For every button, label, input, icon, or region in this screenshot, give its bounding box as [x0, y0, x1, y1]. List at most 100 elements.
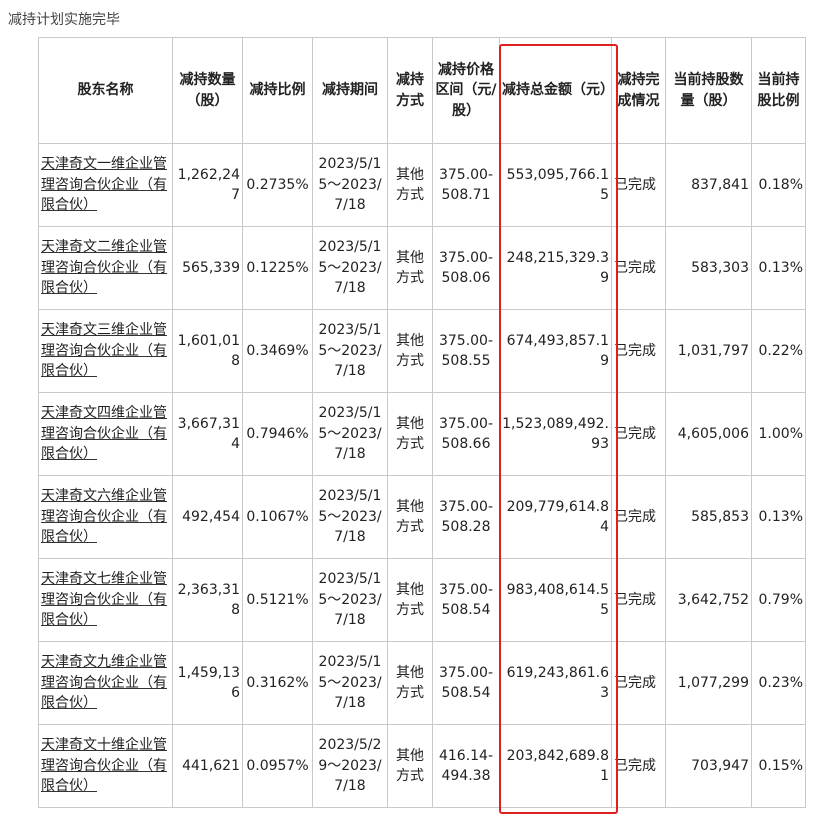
current-qty-cell: 1,031,797	[665, 309, 752, 393]
amount-cell: 248,215,329.39	[499, 226, 612, 310]
holder-name-cell[interactable]: 天津奇文三维企业管理咨询合伙企业（有限合伙）	[38, 309, 173, 393]
current-qty-cell: 837,841	[665, 143, 752, 227]
table-row: 天津奇文六维企业管理咨询合伙企业（有限合伙） 492,454 0.1067% 2…	[38, 475, 806, 559]
status-cell: 已完成	[611, 309, 666, 393]
header-holder: 股东名称	[38, 37, 173, 144]
header-period: 减持期间	[312, 37, 388, 144]
method-cell: 其他方式	[387, 143, 433, 227]
ratio-cell: 0.2735%	[242, 143, 313, 227]
price-cell: 375.00-508.66	[432, 392, 500, 476]
method-cell: 其他方式	[387, 724, 433, 808]
price-cell: 416.14-494.38	[432, 724, 500, 808]
status-cell: 已完成	[611, 143, 666, 227]
header-row: 股东名称 减持数量（股） 减持比例 减持期间 减持方式 减持价格区间（元/股） …	[38, 37, 806, 144]
period-cell: 2023/5/15～2023/7/18	[312, 309, 388, 393]
current-qty-cell: 703,947	[665, 724, 752, 808]
ratio-cell: 0.3162%	[242, 641, 313, 725]
qty-cell: 492,454	[172, 475, 243, 559]
price-cell: 375.00-508.71	[432, 143, 500, 227]
holder-name-cell[interactable]: 天津奇文七维企业管理咨询合伙企业（有限合伙）	[38, 558, 173, 642]
current-ratio-cell: 0.13%	[751, 226, 806, 310]
method-cell: 其他方式	[387, 309, 433, 393]
header-method: 减持方式	[387, 37, 433, 144]
holder-name-link[interactable]: 天津奇文九维企业管理咨询合伙企业（有限合伙）	[41, 654, 167, 712]
ratio-cell: 0.1225%	[242, 226, 313, 310]
reduction-table: 股东名称 减持数量（股） 减持比例 减持期间 减持方式 减持价格区间（元/股） …	[38, 37, 806, 808]
current-ratio-cell: 1.00%	[751, 392, 806, 476]
current-ratio-cell: 0.13%	[751, 475, 806, 559]
current-ratio-cell: 0.15%	[751, 724, 806, 808]
price-cell: 375.00-508.06	[432, 226, 500, 310]
holder-name-cell[interactable]: 天津奇文六维企业管理咨询合伙企业（有限合伙）	[38, 475, 173, 559]
status-cell: 已完成	[611, 392, 666, 476]
current-qty-cell: 583,303	[665, 226, 752, 310]
qty-cell: 565,339	[172, 226, 243, 310]
amount-cell: 203,842,689.81	[499, 724, 612, 808]
method-cell: 其他方式	[387, 392, 433, 476]
period-cell: 2023/5/15～2023/7/18	[312, 392, 388, 476]
status-cell: 已完成	[611, 226, 666, 310]
current-qty-cell: 3,642,752	[665, 558, 752, 642]
period-cell: 2023/5/15～2023/7/18	[312, 558, 388, 642]
table-row: 天津奇文二维企业管理咨询合伙企业（有限合伙） 565,339 0.1225% 2…	[38, 226, 806, 310]
current-ratio-cell: 0.79%	[751, 558, 806, 642]
method-cell: 其他方式	[387, 226, 433, 310]
price-cell: 375.00-508.54	[432, 641, 500, 725]
holder-name-link[interactable]: 天津奇文六维企业管理咨询合伙企业（有限合伙）	[41, 488, 167, 546]
header-status: 减持完成情况	[611, 37, 666, 144]
price-cell: 375.00-508.54	[432, 558, 500, 642]
status-cell: 已完成	[611, 724, 666, 808]
holder-name-link[interactable]: 天津奇文二维企业管理咨询合伙企业（有限合伙）	[41, 239, 167, 297]
amount-cell: 553,095,766.15	[499, 143, 612, 227]
amount-cell: 674,493,857.19	[499, 309, 612, 393]
holder-name-cell[interactable]: 天津奇文十维企业管理咨询合伙企业（有限合伙）	[38, 724, 173, 808]
header-qty: 减持数量（股）	[172, 37, 243, 144]
header-current-ratio: 当前持股比例	[751, 37, 806, 144]
current-ratio-cell: 0.23%	[751, 641, 806, 725]
current-qty-cell: 4,605,006	[665, 392, 752, 476]
current-qty-cell: 1,077,299	[665, 641, 752, 725]
holder-name-link[interactable]: 天津奇文四维企业管理咨询合伙企业（有限合伙）	[41, 405, 167, 463]
table-row: 天津奇文九维企业管理咨询合伙企业（有限合伙） 1,459,136 0.3162%…	[38, 641, 806, 725]
period-cell: 2023/5/15～2023/7/18	[312, 475, 388, 559]
current-ratio-cell: 0.22%	[751, 309, 806, 393]
holder-name-link[interactable]: 天津奇文七维企业管理咨询合伙企业（有限合伙）	[41, 571, 167, 629]
qty-cell: 1,601,018	[172, 309, 243, 393]
table-row: 天津奇文四维企业管理咨询合伙企业（有限合伙） 3,667,314 0.7946%…	[38, 392, 806, 476]
qty-cell: 3,667,314	[172, 392, 243, 476]
ratio-cell: 0.1067%	[242, 475, 313, 559]
period-cell: 2023/5/15～2023/7/18	[312, 226, 388, 310]
table-row: 天津奇文十维企业管理咨询合伙企业（有限合伙） 441,621 0.0957% 2…	[38, 724, 806, 808]
amount-cell: 1,523,089,492.93	[499, 392, 612, 476]
amount-cell: 619,243,861.63	[499, 641, 612, 725]
holder-name-cell[interactable]: 天津奇文四维企业管理咨询合伙企业（有限合伙）	[38, 392, 173, 476]
ratio-cell: 0.7946%	[242, 392, 313, 476]
holder-name-cell[interactable]: 天津奇文二维企业管理咨询合伙企业（有限合伙）	[38, 226, 173, 310]
table-row: 天津奇文一维企业管理咨询合伙企业（有限合伙） 1,262,247 0.2735%…	[38, 143, 806, 227]
holder-name-link[interactable]: 天津奇文三维企业管理咨询合伙企业（有限合伙）	[41, 322, 167, 380]
qty-cell: 441,621	[172, 724, 243, 808]
holder-name-link[interactable]: 天津奇文十维企业管理咨询合伙企业（有限合伙）	[41, 737, 167, 795]
section-title: 减持计划实施完毕	[8, 12, 120, 28]
holder-name-link[interactable]: 天津奇文一维企业管理咨询合伙企业（有限合伙）	[41, 156, 167, 214]
header-current-qty: 当前持股数量（股）	[665, 37, 752, 144]
qty-cell: 1,459,136	[172, 641, 243, 725]
status-cell: 已完成	[611, 558, 666, 642]
current-qty-cell: 585,853	[665, 475, 752, 559]
amount-cell: 209,779,614.84	[499, 475, 612, 559]
current-ratio-cell: 0.18%	[751, 143, 806, 227]
header-price: 减持价格区间（元/股）	[432, 37, 500, 144]
status-cell: 已完成	[611, 475, 666, 559]
table-row: 天津奇文七维企业管理咨询合伙企业（有限合伙） 2,363,318 0.5121%…	[38, 558, 806, 642]
ratio-cell: 0.5121%	[242, 558, 313, 642]
status-cell: 已完成	[611, 641, 666, 725]
header-amount: 减持总金额（元）	[499, 37, 614, 144]
ratio-cell: 0.3469%	[242, 309, 313, 393]
amount-cell: 983,408,614.55	[499, 558, 612, 642]
method-cell: 其他方式	[387, 641, 433, 725]
method-cell: 其他方式	[387, 558, 433, 642]
method-cell: 其他方式	[387, 475, 433, 559]
holder-name-cell[interactable]: 天津奇文一维企业管理咨询合伙企业（有限合伙）	[38, 143, 173, 227]
holder-name-cell[interactable]: 天津奇文九维企业管理咨询合伙企业（有限合伙）	[38, 641, 173, 725]
price-cell: 375.00-508.28	[432, 475, 500, 559]
